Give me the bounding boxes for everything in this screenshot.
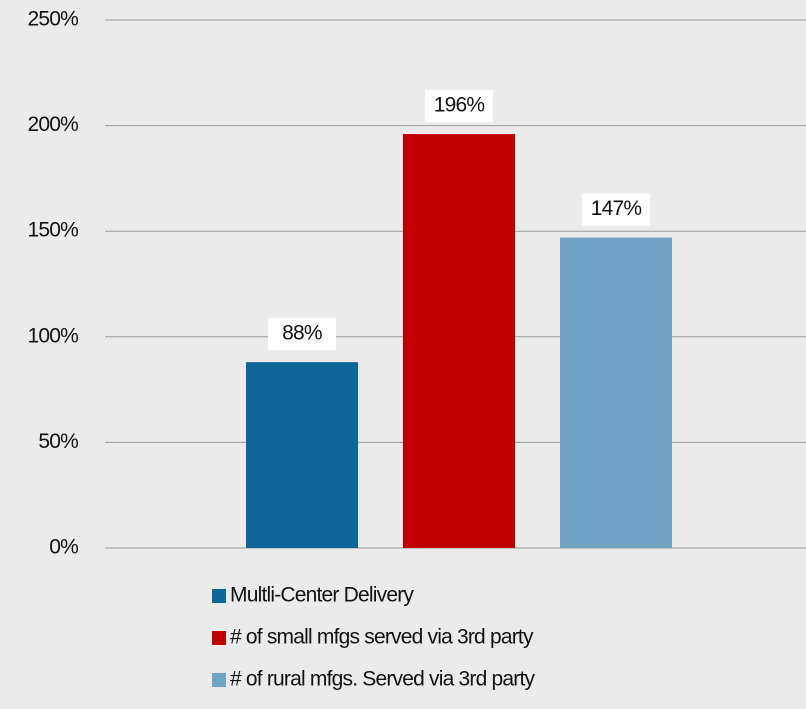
y-tick-label: 50% xyxy=(38,430,78,453)
value-label: 147% xyxy=(591,197,642,220)
y-tick-label: 0% xyxy=(49,536,78,559)
value-label-bg xyxy=(268,318,336,351)
value-label: 196% xyxy=(434,94,485,117)
legend-swatch xyxy=(212,631,226,645)
value-label: 88% xyxy=(282,322,322,345)
legend-label: # of small mfgs served via 3rd party xyxy=(230,626,534,649)
legend-swatch xyxy=(212,673,226,687)
value-label-bg xyxy=(582,193,650,226)
legend-label: # of rural mfgs. Served via 3rd party xyxy=(230,668,536,691)
y-tick-label: 150% xyxy=(27,219,78,242)
bar xyxy=(403,134,515,548)
bar xyxy=(246,362,358,548)
value-label-bg xyxy=(425,90,493,123)
y-tick-label: 100% xyxy=(27,324,78,347)
legend-label: Multli-Center Delivery xyxy=(230,584,414,607)
y-tick-label: 250% xyxy=(27,8,78,31)
bar xyxy=(560,237,672,548)
y-tick-label: 200% xyxy=(27,113,78,136)
legend-swatch xyxy=(212,589,226,603)
